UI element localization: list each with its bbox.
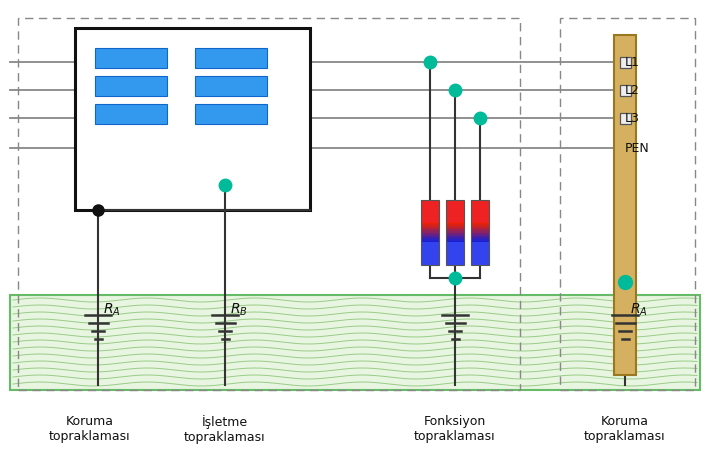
Bar bbox=[421, 226, 439, 227]
Bar bbox=[421, 237, 439, 239]
Bar bbox=[95, 48, 167, 68]
Bar bbox=[421, 229, 439, 231]
Text: $R_B$: $R_B$ bbox=[230, 302, 248, 318]
Bar bbox=[446, 236, 464, 237]
Bar bbox=[421, 227, 439, 229]
Bar bbox=[471, 232, 489, 234]
Bar bbox=[95, 104, 167, 124]
Bar bbox=[421, 223, 439, 224]
Text: $R_A$: $R_A$ bbox=[103, 302, 121, 318]
Bar bbox=[614, 35, 636, 375]
Text: PEN: PEN bbox=[625, 142, 650, 154]
Bar bbox=[446, 231, 464, 232]
Text: Koruma
topraklaması: Koruma topraklaması bbox=[584, 415, 666, 443]
Bar bbox=[619, 56, 630, 68]
Bar bbox=[446, 226, 464, 227]
Text: Fonksiyon
topraklaması: Fonksiyon topraklaması bbox=[415, 415, 496, 443]
Text: L1: L1 bbox=[625, 55, 640, 69]
Bar bbox=[421, 232, 439, 265]
Bar bbox=[446, 234, 464, 236]
Bar bbox=[446, 239, 464, 241]
Bar bbox=[471, 241, 489, 242]
Bar bbox=[421, 236, 439, 237]
Bar bbox=[421, 200, 439, 265]
Text: İşletme
topraklaması: İşletme topraklaması bbox=[184, 415, 266, 444]
Bar bbox=[195, 48, 267, 68]
Bar bbox=[446, 232, 464, 265]
Bar bbox=[10, 295, 700, 390]
Bar bbox=[446, 223, 464, 224]
Bar bbox=[446, 229, 464, 231]
Bar bbox=[471, 227, 489, 229]
Bar bbox=[75, 28, 310, 210]
Bar bbox=[421, 239, 439, 241]
Bar bbox=[421, 200, 439, 232]
Bar bbox=[471, 234, 489, 236]
Bar bbox=[421, 232, 439, 234]
Bar bbox=[471, 224, 489, 226]
Bar bbox=[619, 113, 630, 123]
Bar bbox=[471, 200, 489, 232]
Bar bbox=[471, 200, 489, 265]
Bar bbox=[421, 224, 439, 226]
Bar bbox=[471, 229, 489, 231]
Bar bbox=[195, 76, 267, 96]
Bar bbox=[471, 223, 489, 224]
Bar bbox=[471, 232, 489, 265]
Bar bbox=[421, 241, 439, 242]
Bar bbox=[471, 236, 489, 237]
Text: L3: L3 bbox=[625, 112, 640, 124]
Bar bbox=[95, 76, 167, 96]
Bar bbox=[421, 234, 439, 236]
Bar bbox=[471, 226, 489, 227]
Bar bbox=[446, 241, 464, 242]
Text: $R_A$: $R_A$ bbox=[630, 302, 648, 318]
Bar bbox=[471, 239, 489, 241]
Bar bbox=[619, 84, 630, 95]
Bar bbox=[446, 200, 464, 232]
Bar bbox=[446, 224, 464, 226]
Bar bbox=[446, 200, 464, 265]
Bar bbox=[471, 237, 489, 239]
Bar bbox=[18, 18, 520, 390]
Bar bbox=[421, 231, 439, 232]
Bar bbox=[446, 232, 464, 234]
Bar bbox=[446, 227, 464, 229]
Bar bbox=[195, 104, 267, 124]
Bar bbox=[446, 237, 464, 239]
Text: L2: L2 bbox=[625, 84, 640, 97]
Bar bbox=[471, 231, 489, 232]
Text: Koruma
topraklaması: Koruma topraklaması bbox=[49, 415, 131, 443]
Bar bbox=[560, 18, 695, 390]
